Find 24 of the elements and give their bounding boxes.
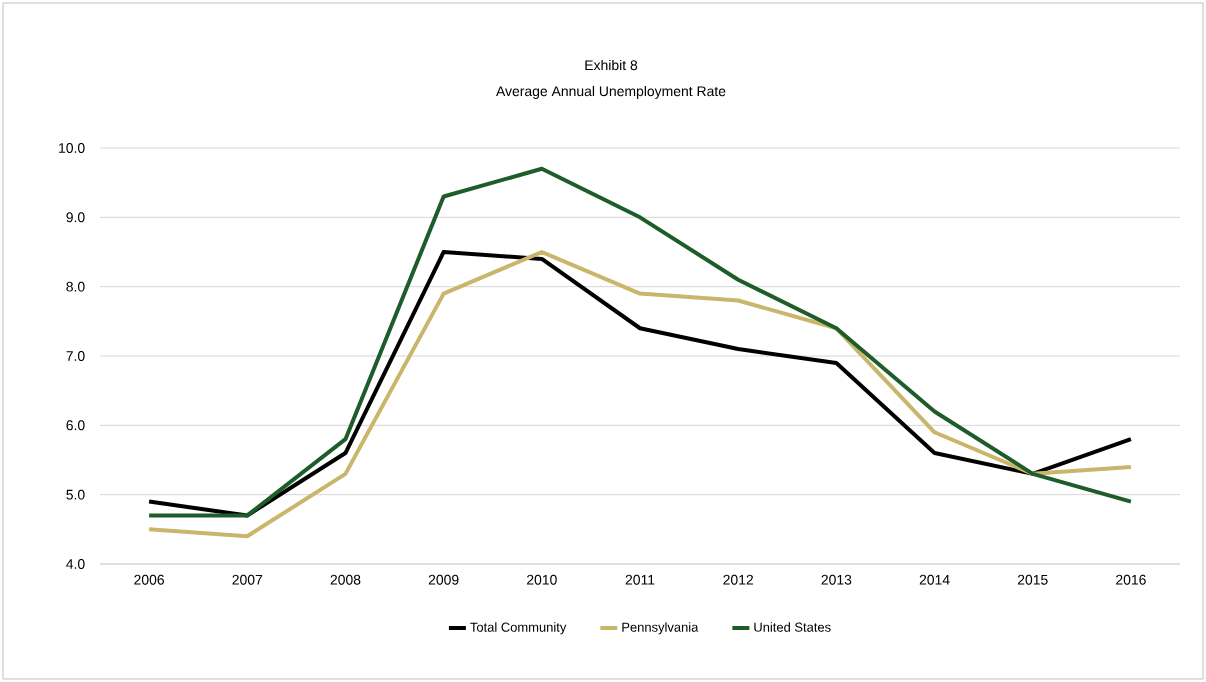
x-tick-label: 2009 bbox=[428, 574, 459, 585]
line-series bbox=[147, 166, 1133, 518]
y-tick-label: 6.0 bbox=[66, 420, 85, 431]
legend-label: Pennsylvania bbox=[622, 622, 699, 635]
legend-label: United States bbox=[754, 622, 831, 632]
y-tick-label: 5.0 bbox=[66, 489, 85, 500]
x-tick-label: 2010 bbox=[527, 574, 557, 585]
y-tick-label: 7.0 bbox=[66, 351, 85, 361]
x-tick-label: 2007 bbox=[232, 574, 263, 585]
chart-subtitle: Average Annual Unemployment Rate bbox=[496, 85, 726, 99]
x-tick-label: 2015 bbox=[1017, 574, 1048, 585]
x-tick-label: 2008 bbox=[330, 574, 361, 585]
x-tick-label: 2016 bbox=[1116, 574, 1146, 585]
y-tick-label: 4.0 bbox=[66, 559, 85, 569]
x-tick-label: 2013 bbox=[821, 574, 852, 585]
y-tick-label: 8.0 bbox=[66, 281, 85, 292]
x-tick-label: 2011 bbox=[625, 574, 655, 585]
chart-title: Exhibit 8 bbox=[585, 59, 638, 71]
y-tick-label: 9.0 bbox=[66, 212, 85, 223]
x-tick-label: 2012 bbox=[723, 574, 753, 585]
x-tick-label: 2006 bbox=[134, 574, 164, 585]
x-tick-label: 2014 bbox=[919, 574, 950, 585]
legend-label: Total Community bbox=[470, 622, 567, 635]
y-tick-label: 10.0 bbox=[59, 143, 85, 153]
